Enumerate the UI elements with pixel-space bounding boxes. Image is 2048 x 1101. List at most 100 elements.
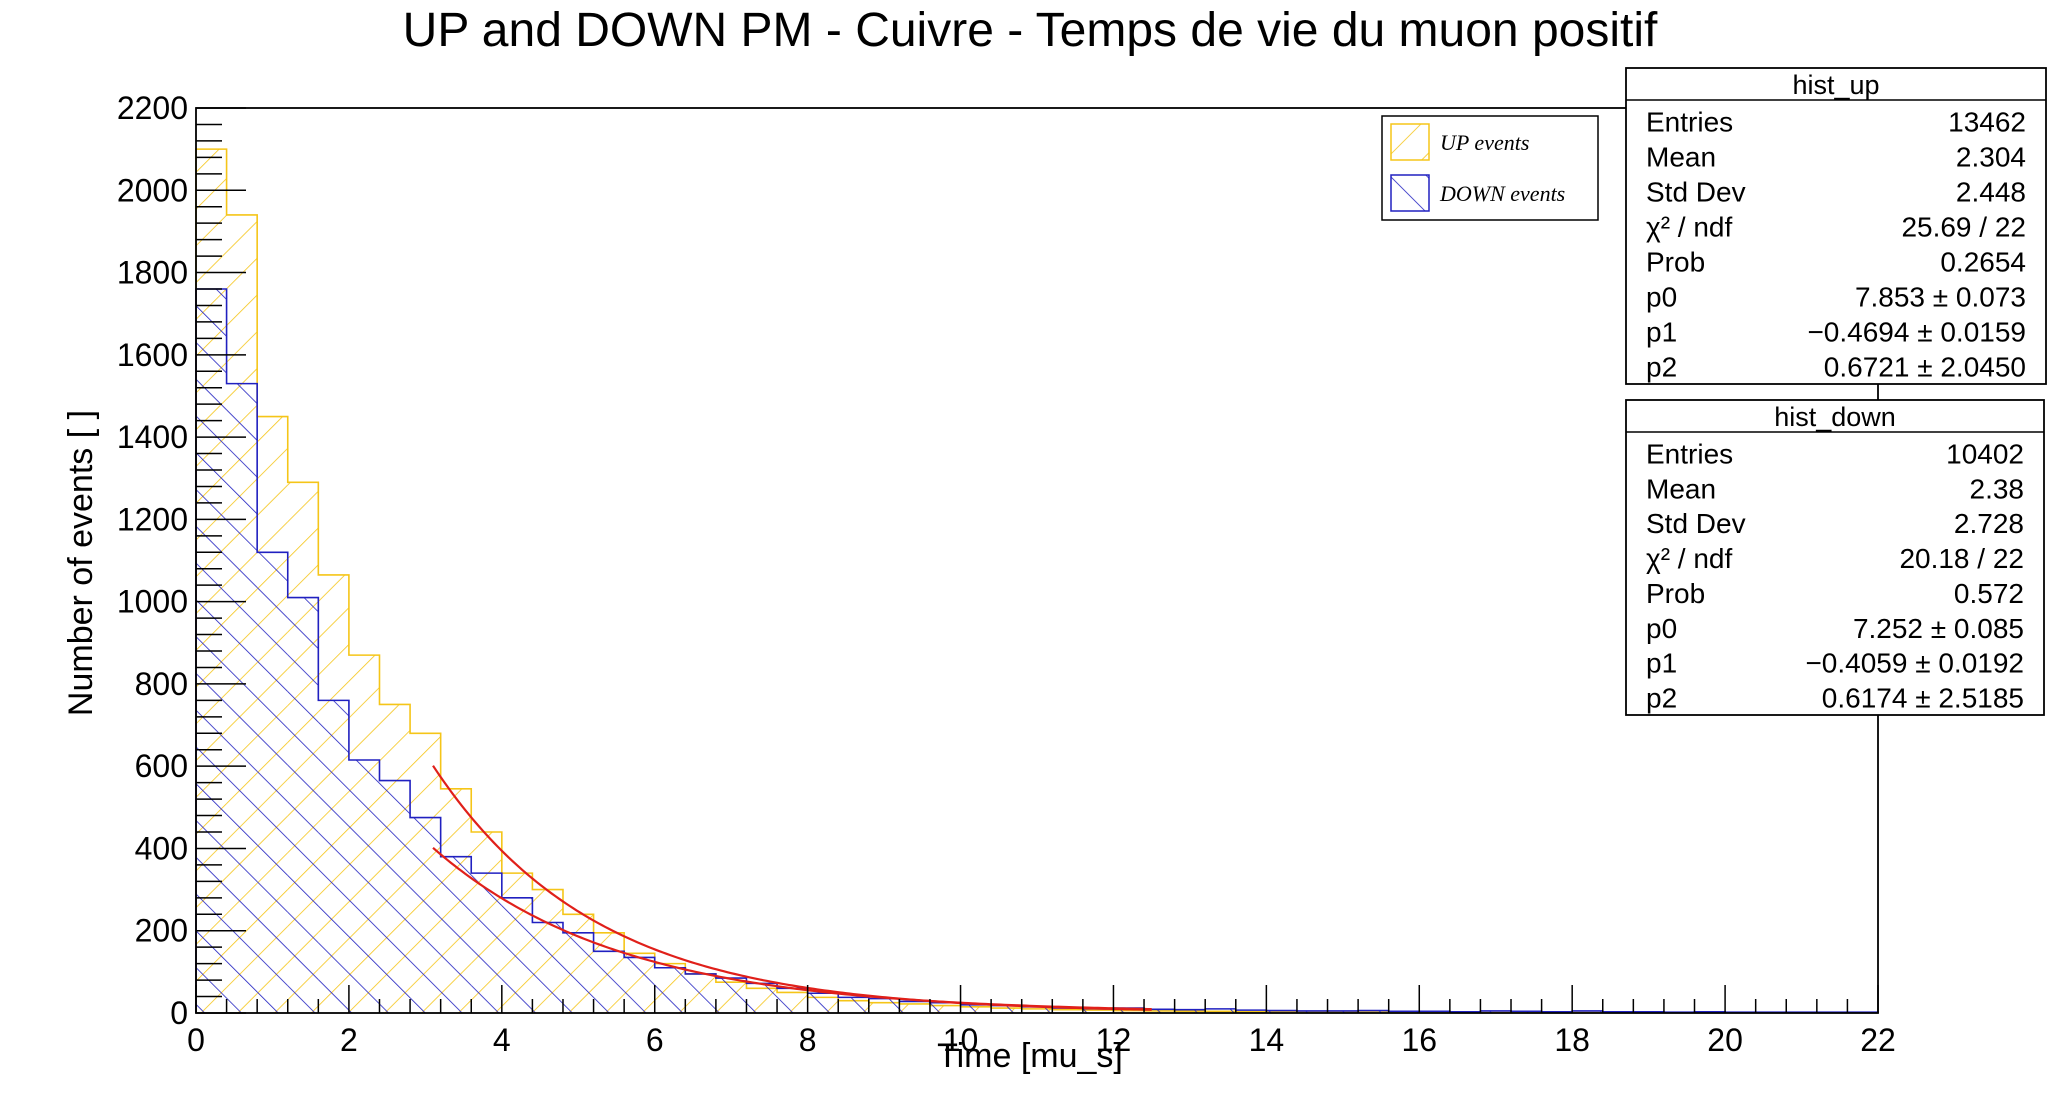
bar-down-19	[777, 988, 808, 1013]
stat-row-value: −0.4694 ± 0.0159	[1807, 317, 2026, 348]
bar-down-27	[1021, 1006, 1053, 1013]
stat-row-label: p1	[1646, 317, 1677, 348]
y-tick-label: 800	[135, 666, 188, 702]
bar-down-9	[471, 873, 502, 1013]
legend: UP events DOWN events	[1381, 115, 1599, 221]
legend-swatch-up	[1390, 123, 1430, 161]
y-tick-label: 600	[135, 748, 188, 784]
stat-row-value: 2.728	[1954, 508, 2024, 539]
stat-box-title: hist_up	[1792, 70, 1879, 100]
y-tick-label: 1800	[117, 255, 188, 291]
bar-down-8	[440, 856, 472, 1013]
bar-down-13	[593, 951, 625, 1013]
y-tick-label: 2000	[117, 172, 188, 208]
bar-down-34	[1235, 1010, 1267, 1013]
bar-down-28	[1052, 1008, 1083, 1013]
bar-down-17	[715, 978, 747, 1013]
y-tick-label: 1600	[117, 337, 188, 373]
x-tick-label: 14	[1249, 1022, 1285, 1058]
x-tick-label: 4	[493, 1022, 511, 1058]
chart-title: UP and DOWN PM - Cuivre - Temps de vie d…	[403, 4, 1658, 57]
stat-row-value: 7.853 ± 0.073	[1855, 282, 2026, 313]
x-tick-label: 18	[1554, 1022, 1590, 1058]
bar-down-22	[868, 998, 900, 1013]
x-tick-label: 8	[799, 1022, 817, 1058]
stat-row-value: 25.69 / 22	[1901, 212, 2026, 243]
stat-row-label: Entries	[1646, 438, 1733, 469]
bar-down-3	[287, 597, 319, 1013]
stat-row-value: 2.304	[1956, 142, 2026, 173]
legend-item-up: UP events	[1390, 123, 1529, 161]
stat-row-value: −0.4059 ± 0.0192	[1805, 648, 2024, 679]
bar-down-18	[746, 983, 778, 1013]
stat-row-value: 13462	[1948, 107, 2026, 138]
stat-row-value: 0.6721 ± 2.0450	[1824, 352, 2026, 383]
bar-down-26	[991, 1005, 1022, 1013]
stat-row-value: 10402	[1946, 438, 2024, 469]
x-axis-label: Time [mu_s]	[937, 1037, 1123, 1075]
bar-down-2	[257, 552, 288, 1013]
stat-row-value: 7.252 ± 0.085	[1853, 613, 2024, 644]
y-tick-label: 1000	[117, 584, 188, 620]
bar-down-25	[960, 1004, 992, 1013]
bar-down-11	[532, 922, 563, 1013]
stat-row-label: Mean	[1646, 142, 1716, 173]
fit-curve-down	[432, 846, 1152, 1011]
stat-row-label: Std Dev	[1646, 508, 1746, 539]
legend-label-down: DOWN events	[1439, 181, 1565, 206]
stat-box-title: hist_down	[1774, 402, 1896, 432]
x-tick-label: 12	[1096, 1022, 1132, 1058]
bar-down-36	[1296, 1010, 1328, 1013]
bar-down-35	[1266, 1010, 1297, 1013]
fit-curves	[432, 765, 1152, 1011]
stat-row-value: 2.448	[1956, 177, 2026, 208]
bar-down-30	[1113, 1008, 1145, 1013]
bar-down-23	[899, 1001, 930, 1013]
bar-down-10	[501, 897, 533, 1013]
stat-row-label: Std Dev	[1646, 177, 1746, 208]
legend-item-down: DOWN events	[1390, 174, 1565, 212]
x-tick-label: 0	[187, 1022, 205, 1058]
stat-row-label: p2	[1646, 683, 1677, 714]
stat-row-label: p2	[1646, 352, 1677, 383]
y-tick-label: 1400	[117, 419, 188, 455]
bar-down-29	[1082, 1008, 1114, 1013]
stat-row-value: 0.6174 ± 2.5185	[1822, 683, 2024, 714]
stat-row-label: p0	[1646, 613, 1677, 644]
stat-row-value: 0.572	[1954, 578, 2024, 609]
y-tick-label: 200	[135, 913, 188, 949]
x-tick-label: 16	[1401, 1022, 1437, 1058]
x-tick-label: 2	[340, 1022, 358, 1058]
x-tick-label: 22	[1860, 1022, 1896, 1058]
y-tick-label: 400	[135, 830, 188, 866]
bar-down-7	[410, 817, 441, 1013]
bar-down-45	[1572, 1010, 1603, 1013]
bar-down-14	[624, 957, 655, 1013]
bar-down-33	[1205, 1008, 1236, 1013]
stat-row-label: Prob	[1646, 578, 1705, 609]
stat-row-label: Prob	[1646, 247, 1705, 278]
bar-down-5	[348, 760, 380, 1013]
stat-row-value: 20.18 / 22	[1899, 543, 2024, 574]
bar-down-31	[1144, 1009, 1175, 1013]
y-tick-label: 2200	[117, 90, 188, 126]
bar-down-6	[379, 780, 411, 1013]
x-tick-label: 20	[1707, 1022, 1743, 1058]
bar-down-32	[1174, 1009, 1206, 1013]
legend-label-up: UP events	[1440, 130, 1529, 155]
bar-down-38	[1358, 1010, 1389, 1013]
stat-row-label: Entries	[1646, 107, 1733, 138]
stat-row-label: χ² / ndf	[1646, 212, 1733, 243]
x-tick-label: 10	[943, 1022, 979, 1058]
stat-row-value: 2.38	[1970, 473, 2025, 504]
bar-down-12	[562, 932, 594, 1013]
y-tick-label: 0	[170, 995, 188, 1031]
legend-swatch-down	[1390, 174, 1430, 212]
bar-down-15	[654, 967, 686, 1013]
y-axis-label: Number of events [ ]	[62, 410, 100, 716]
y-tick-label: 1200	[117, 501, 188, 537]
bar-down-1	[226, 383, 258, 1013]
bar-down-42	[1480, 1010, 1512, 1013]
stat-row-label: p0	[1646, 282, 1677, 313]
